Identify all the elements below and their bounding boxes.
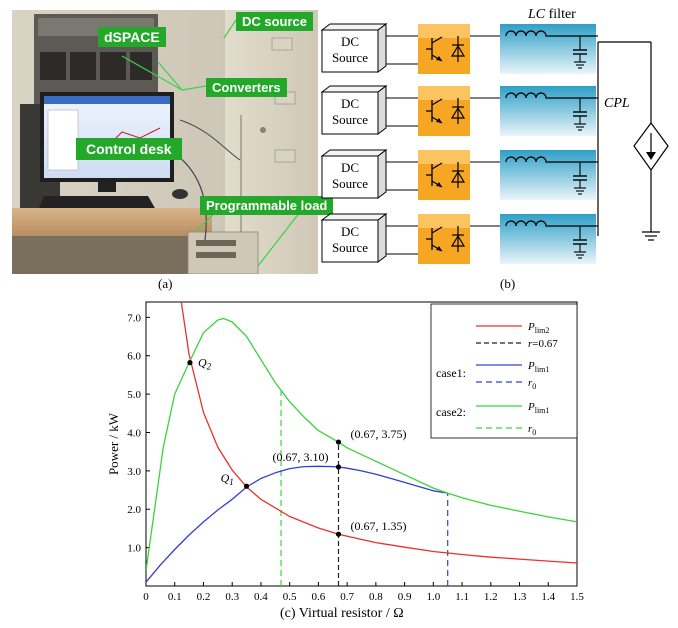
series-line (146, 317, 577, 571)
x-tick-label: 0.6 (312, 591, 326, 603)
y-tick-label: 5.0 (127, 389, 141, 401)
tag-dc-source: DC source (236, 12, 314, 31)
x-tick-label: 0.2 (197, 591, 211, 603)
point-label: (0.67, 1.35) (351, 519, 407, 533)
data-point (187, 360, 193, 366)
lc-filter-block (500, 86, 596, 136)
x-tick-label: 1.4 (541, 591, 555, 603)
x-tick-label: 1.5 (570, 591, 584, 603)
ground-icon (642, 231, 660, 241)
dc-source-label: DC Source (322, 96, 378, 128)
dc-source-label-line1: DC (340, 96, 360, 111)
legend-label: r=0.67 (528, 338, 558, 350)
dc-source-box (320, 85, 388, 135)
y-tick-label: 3.0 (127, 466, 141, 478)
legend-case1: case1: (436, 366, 466, 380)
chart-caption: (c) Virtual resistor / Ω (280, 606, 404, 621)
tag-control-desk: Control desk (76, 138, 182, 160)
converter-switch-icon (418, 214, 470, 264)
point-label: (0.67, 3.10) (273, 450, 329, 464)
dc-source-label-line2: Source (331, 50, 369, 65)
point-label: (0.67, 3.75) (351, 427, 407, 441)
x-tick-label: 0.3 (225, 591, 239, 603)
x-tick-label: 0.5 (283, 591, 297, 603)
x-tick-label: 0.7 (340, 591, 354, 603)
tag-programmable-load: Programmable load (200, 196, 334, 215)
converter-branch (320, 149, 598, 200)
point-label: Q2 (198, 356, 212, 372)
converter-branch (320, 23, 598, 74)
x-tick-label: 1.3 (513, 591, 527, 603)
caption-b: (b) (500, 276, 516, 291)
tag-converters: Converters (206, 78, 287, 97)
converter-branch (320, 213, 598, 264)
y-tick-label: 4.0 (127, 427, 141, 439)
dc-source-box (320, 23, 388, 73)
dc-source-label-line1: DC (340, 224, 360, 239)
legend-label: r0 (528, 377, 536, 391)
caption-a: (a) (158, 276, 173, 291)
legend-case2: case2: (436, 405, 466, 419)
data-point (335, 439, 342, 445)
dc-source-label: DC Source (322, 224, 378, 256)
dc-source-label-line2: Source (331, 176, 369, 191)
x-tick-label: 0.4 (254, 591, 268, 603)
cpl-label: CPL (604, 96, 630, 111)
dc-source-label: DC Source (322, 160, 378, 192)
x-tick-label: 1.0 (426, 591, 440, 603)
converter-switch-icon (418, 24, 470, 74)
converter-branch (320, 85, 598, 136)
converter-switch-icon (418, 150, 470, 200)
point-label: Q1 (221, 471, 234, 487)
legend-label: Plim1 (527, 401, 549, 415)
legend-label: r0 (528, 423, 536, 437)
x-tick-label: 0.8 (369, 591, 383, 603)
x-tick-label: 1.1 (455, 591, 469, 603)
legend: Plim2 r=0.67 Plim1 r0 Plim1 r0 case1: case2: (430, 303, 578, 439)
plot-frame (145, 301, 578, 587)
dc-source-label-line2: Source (331, 112, 369, 127)
lc-filter-block (500, 214, 596, 264)
x-tick-label: 0 (143, 591, 149, 603)
dc-source-label-line1: DC (340, 34, 360, 49)
data-point (243, 483, 250, 489)
lc-filter-label: LC filter (528, 7, 576, 23)
y-tick-label: 1.0 (127, 543, 141, 555)
data-point (335, 464, 342, 470)
data-point (335, 531, 342, 537)
legend-label: Plim2 (527, 321, 549, 335)
tag-dspace: dSPACE (98, 27, 166, 47)
y-tick-label: 2.0 (127, 504, 141, 516)
dc-source-label-line2: Source (331, 240, 369, 255)
dc-source-label: DC Source (322, 34, 378, 66)
lc-italic: LC (528, 7, 546, 22)
cpl-current-source-icon (633, 121, 669, 172)
series-line (146, 465, 448, 583)
dc-source-box (320, 213, 388, 263)
x-tick-label: 0.1 (168, 591, 182, 603)
y-axis-label: Power / kW (106, 412, 121, 475)
dc-source-label-line1: DC (340, 160, 360, 175)
y-tick-label: 6.0 (127, 351, 141, 363)
x-tick-label: 1.2 (484, 591, 498, 603)
lc-filter-block (500, 150, 596, 200)
y-tick-label: 7.0 (127, 312, 141, 324)
lc-filter-block (500, 24, 596, 74)
legend-label: Plim1 (527, 360, 549, 374)
dc-source-box (320, 149, 388, 199)
x-tick-label: 0.9 (398, 591, 412, 603)
lc-rest: filter (545, 7, 576, 22)
converter-switch-icon (418, 86, 470, 136)
